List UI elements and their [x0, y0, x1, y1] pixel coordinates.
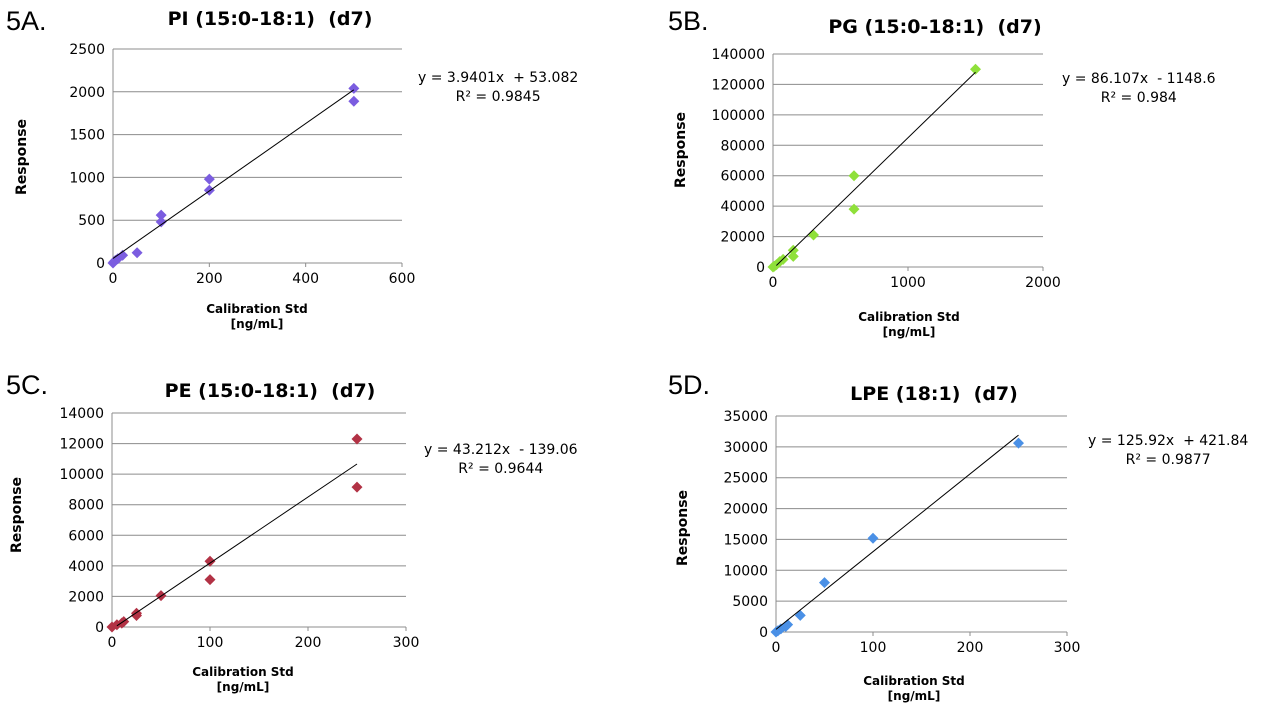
chart-title: PI (15:0-18:1) (d7) — [167, 8, 373, 30]
y-tick-label: 0 — [95, 620, 104, 636]
x-tick-label: 200 — [957, 640, 984, 656]
x-axis-label: Calibration Std [ng/mL] — [192, 665, 294, 694]
y-tick-label: 1000 — [69, 170, 105, 186]
data-point — [787, 250, 799, 262]
x-tick-label: 100 — [197, 635, 224, 651]
y-tick-label: 25000 — [723, 471, 768, 487]
data-point — [351, 433, 363, 445]
data-point — [867, 532, 879, 544]
y-tick-label: 0 — [96, 256, 105, 272]
data-point — [348, 95, 360, 107]
y-tick-label: 15000 — [723, 532, 768, 548]
y-tick-label: 60000 — [720, 169, 765, 185]
x-axis-label: Calibration Std [ng/mL] — [858, 310, 960, 339]
y-tick-label: 120000 — [712, 77, 765, 93]
data-point — [848, 203, 860, 215]
y-tick-label: 6000 — [68, 528, 104, 544]
y-tick-label: 2000 — [68, 589, 104, 605]
y-tick-label: 4000 — [68, 559, 104, 575]
data-point — [794, 609, 806, 621]
x-tick-label: 2000 — [1025, 275, 1061, 291]
y-tick-label: 10000 — [59, 467, 104, 483]
y-tick-label: 100000 — [712, 108, 765, 124]
scatter-plot: 0 500 1000 1500 2000 2500 0 200 400 600 — [69, 42, 416, 287]
trendline-equation: y = 86.107x - 1148.6 R² = 0.984 — [1062, 71, 1216, 106]
x-axis-label: Calibration Std [ng/mL] — [206, 302, 308, 331]
scatter-plot: 0 20000 40000 60000 80000 100000 120000 140000 0… — [712, 47, 1061, 291]
x-tick-label: 0 — [772, 640, 781, 656]
y-tick-label: 2500 — [69, 42, 105, 58]
chart-title: LPE (18:1) (d7) — [850, 383, 1018, 405]
x-tick-label: 400 — [292, 271, 319, 287]
y-tick-label: 30000 — [723, 440, 768, 456]
y-tick-label: 0 — [759, 625, 768, 641]
trendline — [775, 434, 1019, 630]
x-tick-label: 300 — [393, 635, 420, 651]
scatter-plot: 0 2000 4000 6000 8000 10000 12000 14000 0 100 200 3… — [59, 406, 420, 651]
data-point — [351, 481, 363, 493]
data-point — [131, 247, 143, 259]
y-tick-label: 5000 — [732, 594, 768, 610]
data-point — [204, 555, 216, 567]
y-tick-label: 500 — [78, 213, 105, 229]
data-point — [970, 63, 981, 75]
panel-label: 5A. — [6, 6, 47, 36]
x-tick-label: 200 — [196, 271, 223, 287]
data-point — [348, 82, 360, 94]
x-tick-label: 600 — [389, 271, 416, 287]
y-tick-label: 40000 — [720, 199, 765, 215]
trendline-equation: y = 125.92x + 421.84 R² = 0.9877 — [1088, 433, 1249, 468]
data-point — [155, 216, 167, 228]
panel-label: 5B. — [668, 6, 709, 36]
x-tick-label: 1000 — [890, 275, 926, 291]
x-tick-label: 300 — [1054, 640, 1081, 656]
trendline-equation: y = 43.212x - 139.06 R² = 0.9644 — [424, 442, 578, 477]
y-tick-label: 140000 — [712, 47, 765, 63]
trendline-equation: y = 3.9401x + 53.082 R² = 0.9845 — [418, 70, 579, 105]
x-tick-label: 100 — [860, 640, 887, 656]
x-tick-label: 0 — [109, 271, 118, 287]
panel-label: 5D. — [668, 370, 711, 400]
data-point — [819, 577, 830, 589]
trendline — [776, 71, 976, 266]
y-tick-label: 20000 — [720, 230, 765, 246]
panel-label: 5C. — [6, 370, 49, 400]
data-point — [117, 249, 129, 261]
x-tick-label: 200 — [295, 635, 322, 651]
data-point — [203, 173, 215, 185]
chart-title: PG (15:0-18:1) (d7) — [828, 16, 1042, 38]
y-tick-label: 35000 — [723, 409, 768, 425]
chart-title: PE (15:0-18:1) (d7) — [164, 380, 376, 402]
x-tick-label: 0 — [108, 635, 117, 651]
data-point — [848, 170, 860, 182]
data-point — [787, 244, 799, 256]
y-tick-label: 10000 — [723, 563, 768, 579]
y-tick-label: 2000 — [69, 85, 105, 101]
y-tick-label: 12000 — [59, 437, 104, 453]
x-axis-label: Calibration Std [ng/mL] — [863, 674, 965, 703]
y-tick-label: 1500 — [69, 128, 105, 144]
y-tick-label: 14000 — [59, 406, 104, 422]
trendline — [112, 89, 355, 259]
data-point — [204, 574, 216, 586]
data-point — [155, 209, 167, 221]
y-tick-label: 80000 — [720, 138, 765, 154]
y-tick-label: 0 — [756, 260, 765, 276]
x-tick-label: 0 — [769, 275, 778, 291]
data-point — [1013, 437, 1024, 449]
y-tick-label: 8000 — [68, 498, 104, 514]
trendline — [116, 463, 358, 627]
y-tick-label: 20000 — [723, 502, 768, 518]
